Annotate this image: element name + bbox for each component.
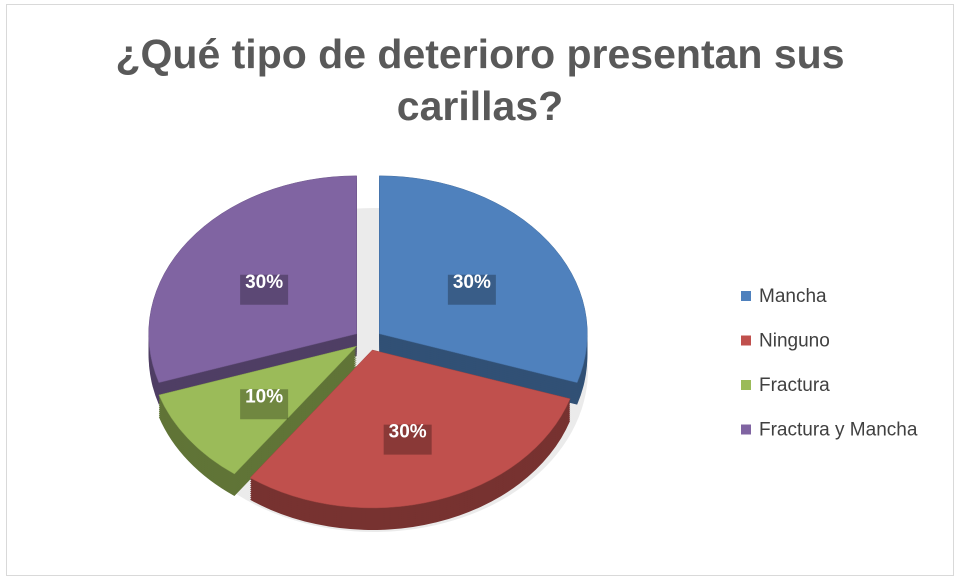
legend-swatch <box>741 291 751 301</box>
slice-top <box>249 349 571 509</box>
legend-swatch <box>741 424 751 435</box>
legend-label: Fractura <box>759 375 830 396</box>
legend-label: Ninguno <box>759 331 830 352</box>
data-label: 10% <box>245 386 283 407</box>
chart-frame <box>6 4 954 576</box>
pie-slice <box>249 349 571 530</box>
pie-slice <box>158 345 358 496</box>
label-backdrop <box>447 274 496 305</box>
data-label: 30% <box>453 272 491 293</box>
slice-top <box>379 175 588 383</box>
legend-label: Fractura y Mancha <box>759 420 918 441</box>
legend-label: Mancha <box>759 286 827 307</box>
label-backdrop <box>383 424 432 455</box>
legend-swatch <box>741 380 751 390</box>
data-label: 30% <box>389 422 427 443</box>
slice-top <box>148 175 357 383</box>
label-backdrop <box>240 274 289 305</box>
slice-top <box>158 345 358 475</box>
data-label: 30% <box>245 272 283 293</box>
pie-slice <box>148 175 357 405</box>
pie-slice <box>379 175 588 405</box>
chart-title: ¿Qué tipo de deterioro presentan sus car… <box>115 31 845 129</box>
legend-swatch <box>741 335 751 346</box>
label-backdrop <box>240 389 289 420</box>
